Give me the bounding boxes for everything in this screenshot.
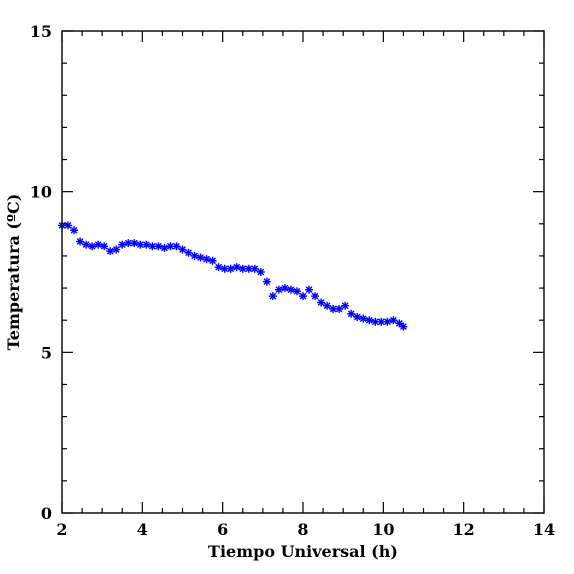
x-tick-label: 2 [56,520,67,539]
data-point [238,264,247,273]
x-tick-label: 8 [297,520,308,539]
x-tick-label: 12 [453,520,475,539]
data-point [353,312,362,321]
data-point [359,314,368,323]
data-point [365,316,374,325]
data-point [130,239,139,248]
data-point [226,264,235,273]
data-point [395,319,404,328]
data-point [118,240,127,249]
data-point [311,292,320,301]
data-point [70,226,79,235]
y-axis-title: Temperatura (ºC) [4,194,23,351]
data-point [292,287,301,296]
data-point [399,322,408,331]
y-tick-label: 0 [41,504,52,523]
data-point [280,284,289,293]
data-point [323,301,332,310]
data-point [232,263,241,272]
data-point [160,243,169,252]
data-point [172,242,181,251]
data-point [202,255,211,264]
y-tick-label: 10 [30,183,52,202]
y-tick-label: 5 [41,343,52,362]
data-point [329,304,338,313]
data-point [148,242,157,251]
data-point [383,317,392,326]
data-point [335,304,344,313]
data-point [347,309,356,318]
data-point [64,221,73,230]
data-point [262,277,271,286]
data-point [178,245,187,254]
data-point [389,316,398,325]
data-point [190,251,199,260]
data-point [214,263,223,272]
y-tick-label: 15 [30,22,52,41]
data-point [184,248,193,257]
data-point [268,292,277,301]
data-point [286,285,295,294]
data-point [299,292,307,301]
x-tick-label: 10 [372,520,394,539]
data-point [106,247,115,256]
data-point [154,242,163,251]
plot-frame [61,30,545,514]
data-point [196,253,205,262]
data-point [317,298,326,307]
data-point [100,242,109,251]
x-tick-label: 6 [217,520,228,539]
data-point [88,242,97,251]
data-point [305,285,314,294]
data-point [256,268,265,276]
data-point [208,256,217,265]
x-tick-label: 14 [533,520,555,539]
data-point [142,240,151,249]
data-points-layer [58,221,408,331]
data-point [341,301,350,310]
tick-labels-layer: 2 4 6 8 10 12 14 0 5 10 15 [30,22,555,539]
data-point [112,245,121,254]
ticks-layer [61,30,545,514]
data-point [82,240,91,249]
data-point [274,285,283,294]
x-tick-label: 4 [137,520,148,539]
data-point [76,237,85,246]
data-point [250,264,259,273]
x-axis-title: Tiempo Universal (h) [208,542,398,561]
data-point [94,240,103,249]
data-point [166,242,175,251]
